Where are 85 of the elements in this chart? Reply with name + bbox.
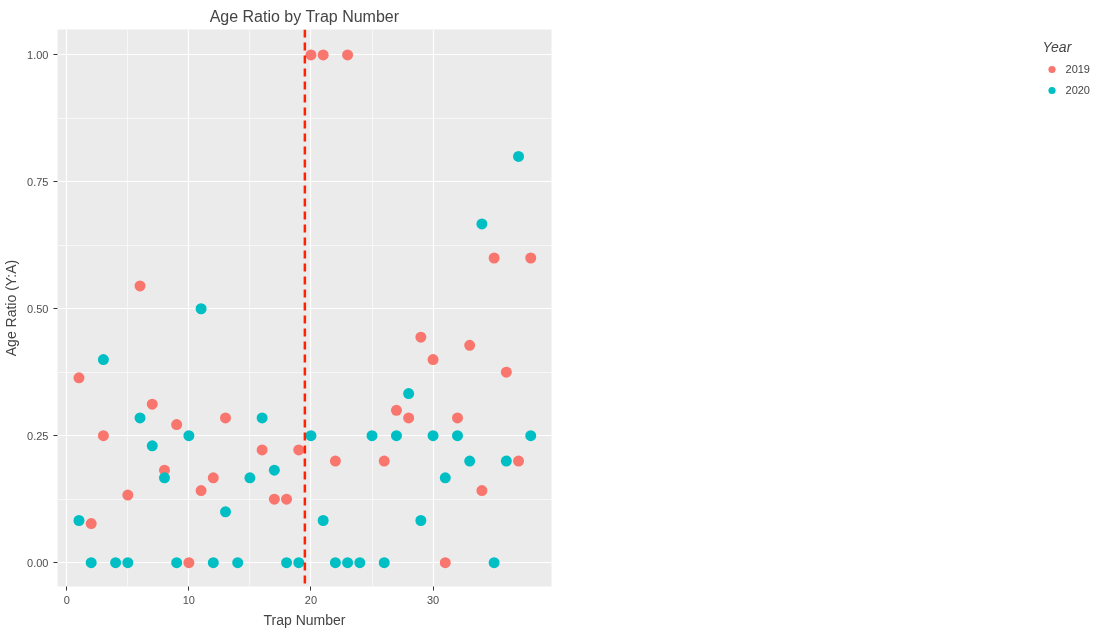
point (500, 366, 512, 378)
point (488, 252, 500, 264)
point (378, 557, 390, 569)
point (281, 557, 293, 569)
point (195, 303, 207, 315)
point (146, 440, 158, 452)
point (366, 430, 378, 442)
point (329, 557, 341, 569)
point (256, 412, 268, 424)
point (195, 485, 207, 497)
point (305, 49, 317, 61)
y-tick-label: 0.50 (27, 302, 49, 315)
y-tick-label: 0.25 (27, 429, 49, 442)
point (171, 419, 183, 431)
point (268, 464, 280, 476)
point (256, 444, 268, 456)
point (464, 455, 476, 467)
point (85, 557, 97, 569)
point (525, 252, 537, 264)
point (378, 455, 390, 467)
point (207, 557, 219, 569)
point (403, 388, 415, 400)
point (183, 430, 195, 442)
point (110, 557, 122, 569)
legend-label: 2019 (1065, 63, 1090, 75)
x-tick-label: 10 (182, 593, 196, 606)
point (427, 354, 439, 366)
point (513, 150, 525, 162)
point (451, 412, 463, 424)
y-tick-label: 0.00 (27, 556, 49, 569)
x-tick-label: 30 (426, 593, 440, 606)
point (439, 472, 451, 484)
point (268, 493, 280, 505)
point (305, 430, 317, 442)
point (134, 280, 146, 292)
point (342, 49, 354, 61)
point (73, 515, 85, 526)
y-tick-label: 1.00 (27, 48, 49, 61)
point (97, 430, 109, 442)
point (85, 518, 97, 530)
point (220, 506, 231, 518)
point (158, 472, 170, 484)
point (122, 557, 134, 569)
point (451, 430, 463, 442)
point (317, 49, 329, 61)
point (488, 557, 500, 569)
point (476, 218, 488, 230)
point (232, 557, 244, 569)
point (390, 404, 402, 416)
point (293, 444, 305, 456)
point (403, 412, 415, 424)
point (415, 515, 427, 526)
x-tick-label: 0 (63, 593, 70, 606)
point (476, 485, 488, 497)
point (171, 557, 183, 569)
point (439, 557, 451, 569)
point (220, 412, 231, 424)
point (183, 557, 195, 569)
chart-title: Age Ratio by Trap Number (209, 7, 400, 25)
point (427, 430, 439, 442)
point (390, 430, 402, 442)
point (122, 489, 134, 501)
point (342, 557, 354, 569)
point (97, 354, 109, 366)
point (500, 455, 512, 467)
point (244, 472, 256, 484)
point (415, 331, 427, 343)
point (317, 515, 329, 526)
point (464, 339, 476, 351)
point (73, 372, 85, 384)
point (281, 493, 293, 505)
point (513, 455, 525, 467)
y-axis-title: Age Ratio (Y:A) (3, 259, 20, 357)
point (293, 557, 305, 569)
point (354, 557, 366, 569)
point (207, 472, 219, 484)
legend-label: 2020 (1065, 84, 1090, 96)
point (525, 430, 537, 442)
y-tick-label: 0.75 (27, 175, 49, 188)
x-axis-title: Trap Number (263, 611, 346, 628)
point (329, 455, 341, 467)
x-tick-label: 20 (304, 593, 318, 606)
point (134, 412, 146, 424)
point (146, 398, 158, 410)
legend-title: Year (1042, 39, 1073, 55)
